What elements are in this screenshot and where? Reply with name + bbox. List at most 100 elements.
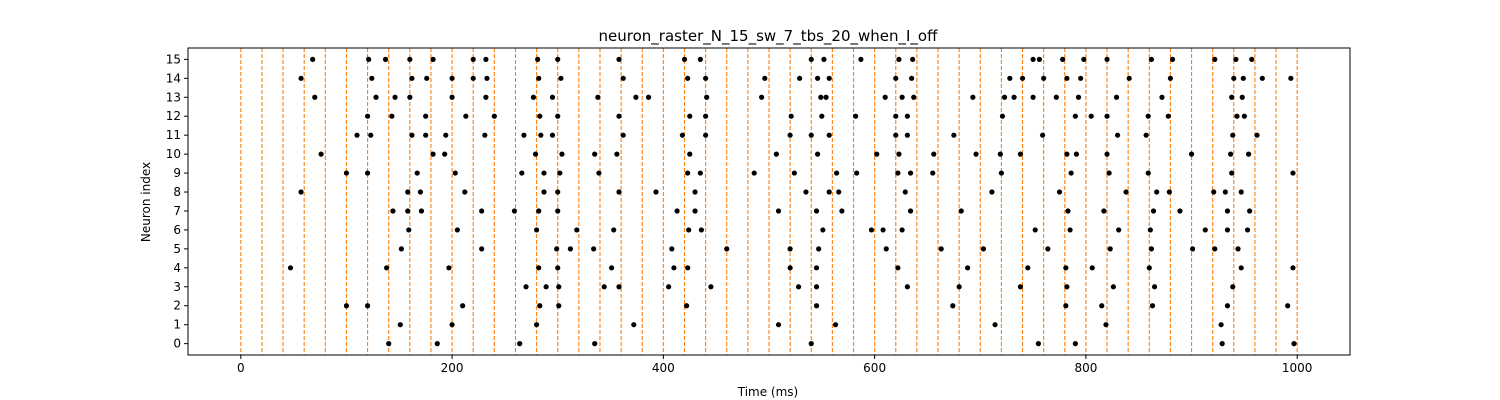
spike-point	[1068, 170, 1074, 176]
spike-point	[1001, 94, 1008, 100]
spike-point	[483, 56, 489, 62]
spike-point	[1291, 341, 1297, 347]
spike-point	[310, 56, 316, 62]
spike-point	[601, 284, 607, 290]
spike-point	[298, 189, 304, 195]
spike-point	[1067, 227, 1073, 233]
spike-point	[795, 284, 802, 290]
spike-point	[1177, 208, 1183, 214]
spike-point	[958, 208, 964, 214]
spike-point	[1089, 265, 1095, 271]
spike-point	[1230, 284, 1236, 290]
plot-frame	[187, 47, 1351, 356]
y-tick-label: 0	[173, 337, 181, 351]
spike-point	[479, 208, 485, 214]
spike-point	[671, 265, 677, 271]
spike-point	[1106, 170, 1112, 176]
spike-point	[555, 56, 561, 62]
y-axis-label: Neuron index	[139, 162, 153, 242]
spike-point	[523, 284, 529, 290]
spike-point	[555, 265, 561, 271]
spike-point	[383, 265, 390, 271]
spike-point	[762, 75, 768, 81]
spike-point	[1233, 56, 1239, 62]
spike-point	[1228, 151, 1234, 157]
spike-point	[343, 303, 350, 309]
spike-point	[343, 170, 350, 176]
spike-point	[373, 94, 379, 100]
y-tick-label: 12	[166, 109, 181, 123]
spike-point	[907, 170, 914, 176]
spike-point	[556, 284, 562, 290]
spike-point	[530, 94, 537, 100]
spike-point	[1148, 56, 1155, 62]
spike-point	[1030, 56, 1036, 62]
spike-point	[818, 94, 824, 100]
spike-point	[389, 113, 395, 119]
spike-point	[364, 303, 371, 309]
spike-point	[398, 246, 404, 252]
spike-point	[454, 227, 460, 233]
spike-point	[895, 170, 901, 176]
spike-point	[1150, 208, 1157, 214]
spike-point	[645, 94, 652, 100]
spike-point	[751, 170, 757, 176]
spike-point	[483, 94, 489, 100]
spike-point	[893, 113, 899, 119]
spike-point	[557, 170, 563, 176]
spike-point	[519, 170, 525, 176]
spike-point	[808, 56, 814, 62]
y-tick-label: 9	[173, 166, 181, 180]
spike-point	[369, 75, 375, 81]
spike-point	[998, 170, 1005, 176]
spike-point	[443, 132, 449, 138]
spike-point	[368, 132, 374, 138]
spike-point	[536, 265, 542, 271]
spike-point	[556, 303, 562, 309]
spike-point	[687, 151, 693, 157]
spike-point	[537, 113, 543, 119]
spike-point	[449, 322, 455, 328]
spike-point	[904, 132, 910, 138]
spike-point	[826, 75, 832, 81]
spike-point	[674, 208, 680, 214]
spike-point	[482, 132, 488, 138]
spike-point	[1017, 284, 1024, 290]
spike-point	[1113, 94, 1120, 100]
spike-point	[616, 284, 622, 290]
spike-point	[1064, 75, 1070, 81]
spike-point	[595, 94, 601, 100]
spike-point	[549, 132, 556, 138]
spike-point	[1143, 132, 1149, 138]
spike-point	[803, 189, 809, 195]
spike-point	[1081, 56, 1087, 62]
spike-point	[409, 75, 415, 81]
spike-point	[1254, 132, 1260, 138]
spike-point	[1222, 189, 1228, 195]
spike-point	[899, 227, 905, 233]
y-tick-label: 7	[173, 204, 181, 218]
spike-point	[1115, 132, 1121, 138]
spike-point	[631, 322, 637, 328]
spike-point	[614, 151, 620, 157]
spike-point	[554, 246, 560, 252]
spike-point	[1211, 189, 1217, 195]
spike-point	[414, 170, 420, 176]
spike-point	[1229, 170, 1235, 176]
spike-point	[1166, 189, 1172, 195]
spike-point	[1101, 208, 1107, 214]
spike-point	[1104, 113, 1110, 119]
spike-point	[423, 132, 429, 138]
spike-point	[405, 189, 411, 195]
spike-point	[1072, 341, 1078, 347]
spike-point	[826, 189, 832, 195]
spike-point	[791, 170, 797, 176]
spike-point	[997, 151, 1003, 157]
spike-point	[1104, 151, 1110, 157]
spike-point	[532, 151, 539, 157]
x-tick-label: 400	[652, 361, 675, 375]
spike-points-group	[287, 56, 1297, 347]
spike-point	[883, 246, 889, 252]
spike-point	[816, 246, 822, 252]
